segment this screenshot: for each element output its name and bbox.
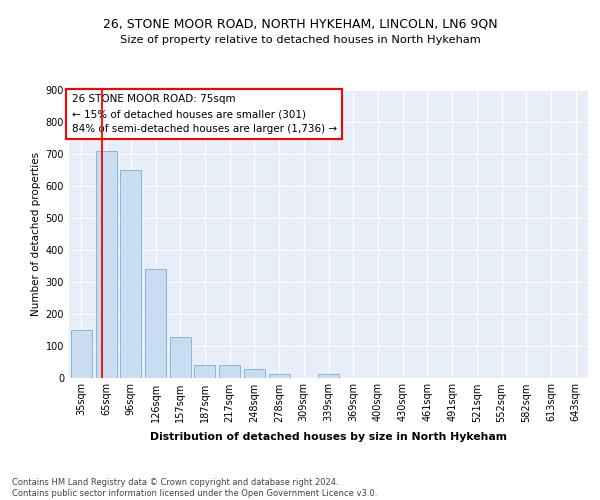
Bar [219, 366, 240, 378]
Text: 26, STONE MOOR ROAD, NORTH HYKEHAM, LINCOLN, LN6 9QN: 26, STONE MOOR ROAD, NORTH HYKEHAM, LINC… [103, 18, 497, 30]
Bar [170, 336, 191, 378]
Bar [194, 364, 215, 378]
Bar [318, 374, 339, 378]
Bar [95, 150, 116, 378]
Bar [244, 369, 265, 378]
Bar [269, 374, 290, 378]
Bar [71, 330, 92, 378]
Bar [120, 170, 141, 378]
Text: Distribution of detached houses by size in North Hykeham: Distribution of detached houses by size … [151, 432, 508, 442]
Bar [145, 269, 166, 378]
Text: Contains HM Land Registry data © Crown copyright and database right 2024.
Contai: Contains HM Land Registry data © Crown c… [12, 478, 377, 498]
Text: Size of property relative to detached houses in North Hykeham: Size of property relative to detached ho… [119, 35, 481, 45]
Text: 26 STONE MOOR ROAD: 75sqm
← 15% of detached houses are smaller (301)
84% of semi: 26 STONE MOOR ROAD: 75sqm ← 15% of detac… [71, 94, 337, 134]
Y-axis label: Number of detached properties: Number of detached properties [31, 152, 41, 316]
